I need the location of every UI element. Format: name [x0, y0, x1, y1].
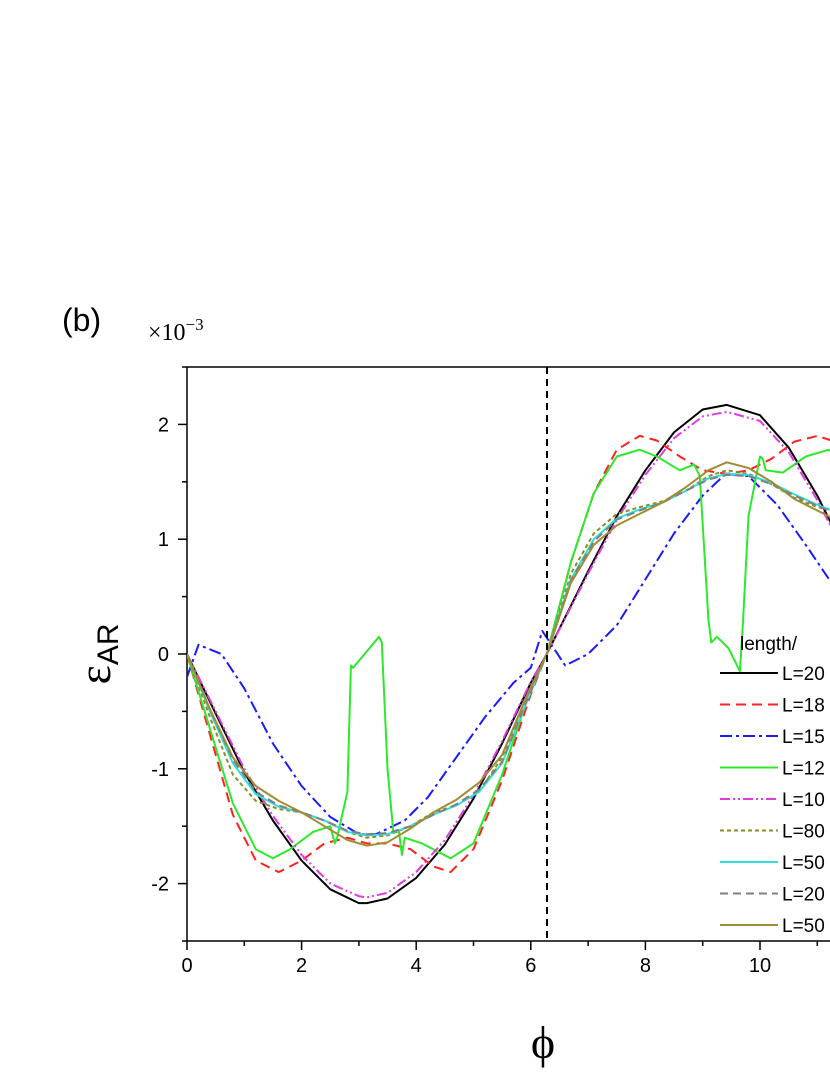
legend-label: L=20 [782, 885, 825, 906]
x-tick-label: 0 [181, 955, 192, 977]
legend-title: length/ [740, 634, 798, 655]
legend-label: L=15 [782, 727, 825, 748]
legend-label: L=50 [782, 916, 825, 937]
y-axis-label: εAR [69, 623, 125, 684]
y-tick-label: -2 [151, 874, 169, 896]
legend: length/ L=20 L=18 L=15 L=12 L=10 L=80 L=50 L=20… [720, 634, 825, 937]
y-tick-label: 0 [158, 644, 169, 666]
series-line-1 [187, 403, 830, 905]
legend-label: L=20 [782, 664, 825, 685]
series-line-3 [187, 472, 830, 836]
series-line-6 [187, 469, 830, 839]
series-layer [187, 403, 830, 905]
series-line-9 [187, 461, 830, 847]
series-line-5 [187, 410, 830, 899]
y-tick-label: 1 [158, 529, 169, 551]
panel-label: (b) [62, 302, 101, 338]
legend-label: L=80 [782, 822, 825, 843]
legend-label: L=18 [782, 696, 825, 717]
x-tick-label: 4 [411, 955, 422, 977]
ylabel-main: ε [69, 665, 120, 684]
axis-multiplier: ×10−3 [148, 315, 204, 346]
y-tick-label: -1 [151, 759, 169, 781]
x-axis-label: ϕ [531, 1017, 555, 1068]
legend-label: L=10 [782, 790, 825, 811]
x-tick-label: 10 [749, 955, 771, 977]
x-tick-label: 6 [525, 955, 536, 977]
legend-label: L=50 [782, 853, 825, 874]
series-line-8 [187, 473, 830, 836]
svg-text:εAR: εAR [69, 623, 125, 684]
legend-label: L=12 [782, 759, 825, 780]
x-tick-label: 2 [296, 955, 307, 977]
multiplier-exponent: −3 [186, 315, 204, 334]
x-tick-label: 8 [640, 955, 651, 977]
series-line-7 [187, 472, 830, 837]
ylabel-sub: AR [92, 623, 125, 665]
plot-axes: 0 2 4 6 8 10 -2 -1 0 1 2 [151, 366, 830, 977]
multiplier-base: ×10 [148, 320, 186, 346]
y-tick-label: 2 [158, 414, 169, 436]
series-line-4 [187, 448, 830, 860]
